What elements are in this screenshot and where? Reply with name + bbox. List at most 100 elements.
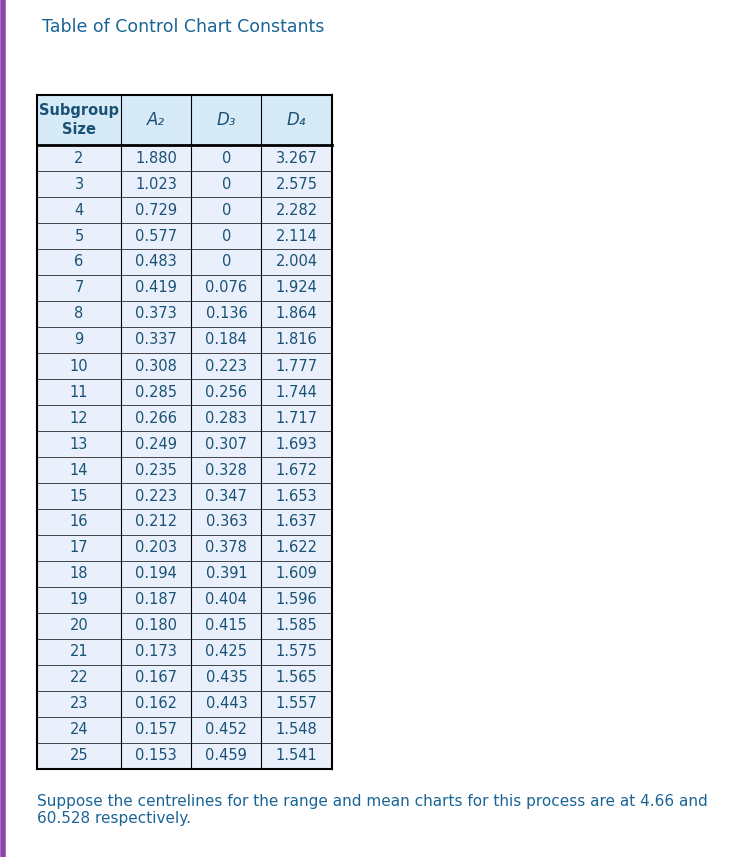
Text: 0.173: 0.173 [136,644,177,660]
Text: 0.347: 0.347 [206,488,247,504]
Text: 18: 18 [70,566,88,582]
Text: 1.864: 1.864 [276,307,317,321]
Text: 15: 15 [70,488,88,504]
Text: 0.373: 0.373 [136,307,177,321]
Text: 1.777: 1.777 [276,358,318,374]
Text: 13: 13 [70,436,88,452]
Text: 1.924: 1.924 [276,280,318,296]
Text: 1.717: 1.717 [276,411,318,425]
Text: 0.187: 0.187 [135,592,177,608]
Text: 0.337: 0.337 [136,333,177,347]
Text: 1.622: 1.622 [276,541,318,555]
Text: 0: 0 [222,177,231,191]
Text: 16: 16 [70,514,88,530]
Text: 0.256: 0.256 [206,385,247,399]
Text: 0.283: 0.283 [206,411,247,425]
Bar [37,639,332,665]
Bar [37,509,332,535]
Text: Subgroup
Size: Subgroup Size [39,103,119,137]
Text: 3.267: 3.267 [276,151,318,165]
Text: 0.419: 0.419 [136,280,177,296]
Text: 0.435: 0.435 [206,670,247,686]
Text: 9: 9 [74,333,84,347]
Text: 1.596: 1.596 [276,592,317,608]
Text: 3: 3 [74,177,84,191]
Text: 1.693: 1.693 [276,436,317,452]
Bar [37,171,332,197]
Text: 0.223: 0.223 [206,358,247,374]
Text: 0.425: 0.425 [206,644,247,660]
Bar [37,535,332,561]
Text: 0.153: 0.153 [136,748,177,764]
Text: 1.816: 1.816 [276,333,317,347]
Text: 7: 7 [74,280,84,296]
Text: 1.653: 1.653 [276,488,317,504]
Bar [37,457,332,483]
Text: 1.541: 1.541 [276,748,317,764]
Text: 0.307: 0.307 [206,436,247,452]
Text: 0.076: 0.076 [206,280,247,296]
Text: 1.565: 1.565 [276,670,317,686]
Text: 2.282: 2.282 [276,202,318,218]
Bar [37,301,332,327]
Bar [37,587,332,613]
Bar [37,743,332,769]
Text: 2.004: 2.004 [276,255,318,269]
Bar [37,431,332,457]
Text: 1.557: 1.557 [276,697,318,711]
Text: 1.637: 1.637 [276,514,317,530]
Bar [37,561,332,587]
Text: 19: 19 [70,592,88,608]
Text: 1.609: 1.609 [276,566,318,582]
Text: 0.249: 0.249 [135,436,177,452]
Text: Table of Control Chart Constants: Table of Control Chart Constants [42,18,324,36]
Text: 0: 0 [222,202,231,218]
Text: 25: 25 [70,748,88,764]
Text: 1.880: 1.880 [136,151,177,165]
Text: 2.114: 2.114 [276,229,318,243]
Text: 0.452: 0.452 [206,722,247,738]
Bar [37,353,332,379]
Bar [37,223,332,249]
Text: 0.363: 0.363 [206,514,247,530]
Bar [37,717,332,743]
Text: 1.585: 1.585 [276,619,317,633]
Text: 0.235: 0.235 [136,463,177,477]
Bar [37,145,332,171]
Text: 0.729: 0.729 [135,202,177,218]
Text: 0.136: 0.136 [206,307,247,321]
Text: 0.184: 0.184 [206,333,247,347]
Text: 1.023: 1.023 [136,177,177,191]
Bar [37,405,332,431]
Bar [37,379,332,405]
Text: 0.308: 0.308 [136,358,177,374]
Text: A₂: A₂ [147,111,165,129]
Text: 0.157: 0.157 [135,722,177,738]
Text: 0.378: 0.378 [206,541,247,555]
Bar [37,95,332,145]
Text: 0.443: 0.443 [206,697,247,711]
Text: 0.415: 0.415 [206,619,247,633]
Text: 0.203: 0.203 [135,541,177,555]
Text: 0.483: 0.483 [136,255,177,269]
Text: 0: 0 [222,255,231,269]
Text: 0: 0 [222,151,231,165]
Text: 0.577: 0.577 [135,229,177,243]
Text: 2: 2 [74,151,84,165]
Text: 0.162: 0.162 [135,697,177,711]
Bar [37,665,332,691]
Text: 2.575: 2.575 [276,177,318,191]
Text: 0.391: 0.391 [206,566,247,582]
Text: 20: 20 [70,619,88,633]
Text: 0.266: 0.266 [135,411,177,425]
Text: 0.212: 0.212 [135,514,177,530]
Text: 23: 23 [70,697,88,711]
Bar [37,691,332,717]
Text: D₄: D₄ [287,111,306,129]
Text: 6: 6 [74,255,84,269]
Text: 10: 10 [70,358,88,374]
Text: 24: 24 [70,722,88,738]
Text: 21: 21 [70,644,88,660]
Text: 1.744: 1.744 [276,385,318,399]
Text: 1.672: 1.672 [276,463,318,477]
